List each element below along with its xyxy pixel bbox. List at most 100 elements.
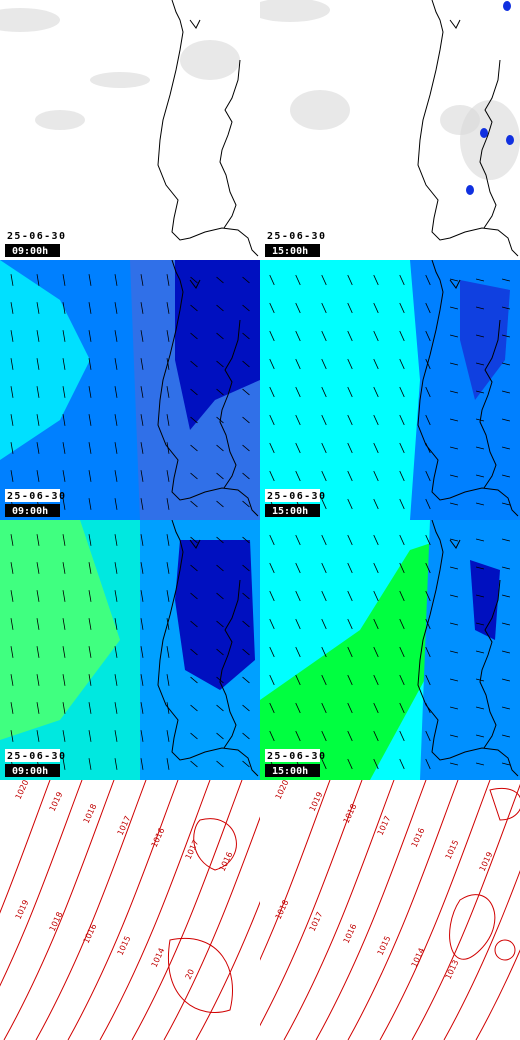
map-panel (260, 520, 520, 780)
wind-arrow (399, 302, 405, 314)
wind-arrow (140, 274, 144, 286)
map-panel (260, 260, 520, 520)
wind-arrow (295, 442, 301, 454)
wind-arrow (140, 730, 144, 742)
wind-arrow (36, 730, 40, 742)
wind-arrow (347, 590, 353, 602)
wind-arrow (62, 302, 66, 314)
wind-arrow (501, 390, 511, 394)
wind-arrow (425, 414, 431, 426)
wind-arrow (190, 388, 198, 396)
wind-arrow (62, 534, 66, 546)
cloud (35, 110, 85, 130)
wind-arrow (449, 678, 459, 682)
time-label-text: 15:00h (272, 506, 308, 517)
wind-arrow (140, 414, 144, 426)
wind-arrow (373, 498, 379, 510)
wind-arrow (114, 646, 118, 658)
wind-arrow (88, 274, 92, 286)
isobar (449, 787, 520, 961)
wind-arrow (501, 538, 511, 542)
wind-arrow (114, 274, 118, 286)
wind-arrow (373, 470, 379, 482)
wind-arrow (36, 358, 40, 370)
wind-arrow (216, 704, 224, 712)
wind-arrow (321, 562, 327, 574)
wind-arrow (62, 470, 66, 482)
wind-arrow (140, 470, 144, 482)
wind-arrow (425, 758, 431, 770)
wind-arrow (373, 534, 379, 546)
wind-arrow (449, 390, 459, 394)
wind-arrow (10, 534, 14, 546)
cloud (260, 0, 330, 22)
wind-arrow (373, 730, 379, 742)
wind-arrow (190, 416, 198, 424)
wind-arrow (269, 562, 275, 574)
wind-arrow (242, 732, 250, 740)
wind-arrow (399, 562, 405, 574)
wind-arrow (295, 330, 301, 342)
map-panel: 1020101910181017101610151019101810171016… (260, 780, 520, 1040)
wind-arrow (501, 334, 511, 338)
wind-arrow (347, 534, 353, 546)
wind-arrow (425, 730, 431, 742)
wind-arrow (242, 564, 250, 572)
wind-arrow (140, 674, 144, 686)
wind-arrow (269, 730, 275, 742)
isobar (0, 780, 51, 914)
wind-arrow (166, 386, 170, 398)
wind-arrow (399, 330, 405, 342)
isobar (35, 780, 147, 1040)
wind-zone (175, 260, 260, 430)
wind-arrow (347, 358, 353, 370)
wind-zone (460, 280, 510, 400)
wind-arrow (114, 470, 118, 482)
wind-arrow (399, 702, 405, 714)
wind-arrow (347, 730, 353, 742)
wind-arrow (242, 444, 250, 452)
wind-arrow (399, 730, 405, 742)
wind-arrow (242, 360, 250, 368)
wind-arrow (216, 536, 224, 544)
label-bg (5, 749, 60, 762)
wind-arrow (425, 534, 431, 546)
wind-arrow (216, 304, 224, 312)
wind-arrow (295, 730, 301, 742)
wind-arrow (475, 502, 485, 506)
wind-arrow (62, 498, 66, 510)
wind-arrow (242, 276, 250, 284)
wind-arrow (242, 620, 250, 628)
wind-arrow (10, 442, 14, 454)
isobar (163, 816, 260, 1040)
isobar (260, 780, 363, 1027)
wind-arrow (166, 330, 170, 342)
wind-arrow (269, 590, 275, 602)
label-bg (5, 229, 60, 242)
wind-arrow (88, 618, 92, 630)
wind-arrow (140, 534, 144, 546)
wind-arrow (475, 278, 485, 282)
wind-arrow (216, 332, 224, 340)
time-label: 25-06-30 09:00h (5, 229, 65, 257)
label-bg (5, 244, 60, 257)
wind-arrow (425, 646, 431, 658)
wind-arrow (373, 330, 379, 342)
wind-arrow (425, 358, 431, 370)
wind-arrow (399, 534, 405, 546)
wind-arrow (166, 302, 170, 314)
wind-arrow (399, 590, 405, 602)
wind-arrow (114, 758, 118, 770)
wind-arrow (190, 360, 198, 368)
wind-arrow (321, 470, 327, 482)
wind-arrow (36, 274, 40, 286)
time-label-text: 09:00h (12, 506, 48, 517)
wind-arrow (475, 734, 485, 738)
wind-arrow (449, 622, 459, 626)
wind-arrow (88, 702, 92, 714)
wind-arrow (449, 594, 459, 598)
wind-arrow (242, 536, 250, 544)
wind-arrow (10, 730, 14, 742)
wind-arrow (321, 534, 327, 546)
